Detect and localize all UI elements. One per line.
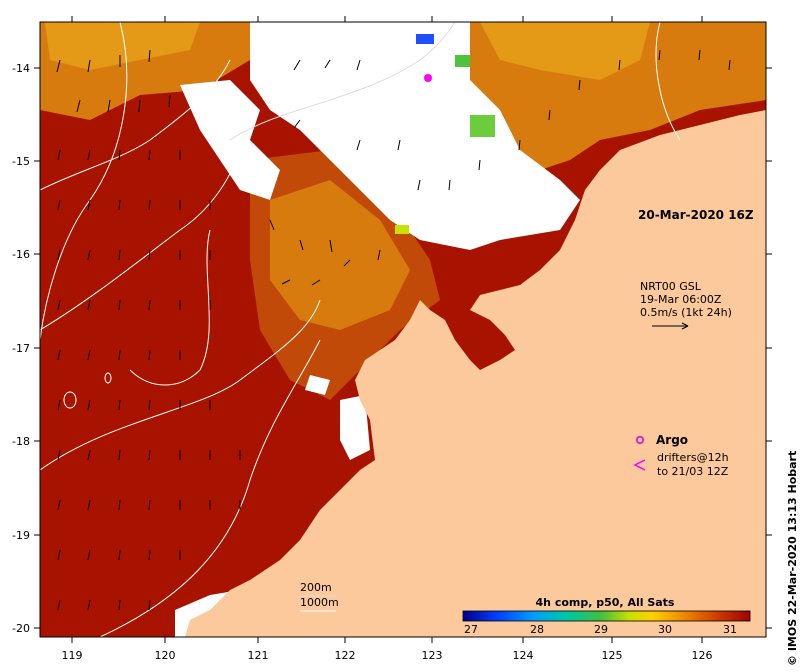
- lon-tick-label: 122: [335, 649, 356, 662]
- isobath-1000m-g: [655, 22, 681, 141]
- map-frame: [39, 21, 767, 638]
- isobath-1000m-d: [99, 339, 321, 637]
- land-mainland: [185, 110, 766, 637]
- lat-axis: -14 -15 -16 -17 -18 -19 -20: [12, 62, 772, 635]
- drifter-arrow-icon: [633, 459, 646, 471]
- isobath-1000m-e: [40, 149, 241, 331]
- colorbar-tick: 30: [658, 623, 672, 636]
- map-plot-area: [40, 22, 766, 637]
- argo-label: Argo: [656, 433, 688, 447]
- isobath-200m-label: 200m: [300, 581, 332, 594]
- cloud-mask-north: [250, 22, 580, 250]
- drifters-label: drifters@12h: [657, 451, 729, 464]
- lon-tick-label: 121: [248, 649, 269, 662]
- sst-patch-north-light: [45, 22, 200, 70]
- isobath-lines: [40, 22, 681, 637]
- current-product-label: NRT00 GSL: [640, 280, 702, 293]
- lon-tick-label: 120: [155, 649, 176, 662]
- drifter-marker: [424, 74, 432, 82]
- lat-tick-label: -17: [12, 342, 30, 355]
- lon-tick-label: 126: [692, 649, 713, 662]
- colorbar: 4h comp, p50, All Sats 27 28 29 30 31: [458, 590, 758, 636]
- lat-tick-label: -15: [12, 155, 30, 168]
- land-peninsula: [540, 275, 610, 300]
- colorbar-tick: 28: [530, 623, 544, 636]
- lon-tick-label: 123: [422, 649, 443, 662]
- isobath-seamount-2: [104, 372, 112, 384]
- map-date-title: 20-Mar-2020 16Z: [638, 208, 754, 222]
- lon-tick-label: 124: [513, 649, 534, 662]
- drifters-sub-label: to 21/03 12Z: [657, 465, 729, 478]
- lat-tick-label: -19: [12, 529, 30, 542]
- sst-patch-central-light: [270, 180, 410, 330]
- lat-tick-label: -14: [12, 62, 30, 75]
- lat-tick-label: -16: [12, 248, 30, 261]
- cloud-mask-coast-2: [340, 395, 370, 460]
- cool-patch-green-1: [455, 55, 470, 67]
- sst-patch-northeast-light: [480, 22, 650, 80]
- colorbar-tick: 31: [723, 623, 737, 636]
- isobath-200m: [229, 22, 456, 141]
- argo-icon: [635, 435, 645, 445]
- cloud-mask-coast-1: [305, 375, 330, 395]
- cool-patch: [416, 34, 434, 44]
- isobath-1000m-b: [40, 59, 231, 191]
- isobath-1000m-c: [40, 299, 321, 471]
- credit-label: © IMOS 22-Mar-2020 13:13 Hobart: [786, 451, 799, 666]
- current-vectors: [56, 49, 731, 611]
- scale-arrow-icon: [652, 322, 689, 330]
- isobath-seamount: [63, 391, 77, 409]
- lon-axis: 119 120 121 122 123 124 125 126: [62, 16, 713, 662]
- current-scale-label: 0.5m/s (1kt 24h): [640, 306, 732, 319]
- colorbar-gradient: [462, 610, 751, 622]
- cool-patch-green-2: [470, 115, 495, 137]
- isobath-1000m-label: 1000m: [300, 596, 339, 609]
- isobath-1000m: [40, 22, 128, 341]
- lat-tick-label: -18: [12, 435, 30, 448]
- colorbar-tick: 27: [464, 623, 478, 636]
- current-time-label: 19-Mar 06:00Z: [640, 293, 722, 306]
- colorbar-title: 4h comp, p50, All Sats: [536, 596, 675, 609]
- colorbar-tick: 29: [594, 623, 608, 636]
- lon-tick-label: 125: [602, 649, 623, 662]
- lat-tick-label: -20: [12, 622, 30, 635]
- isobath-1000m-f: [129, 229, 211, 386]
- lon-tick-label: 119: [62, 649, 83, 662]
- warm-patch-yellow: [395, 225, 409, 234]
